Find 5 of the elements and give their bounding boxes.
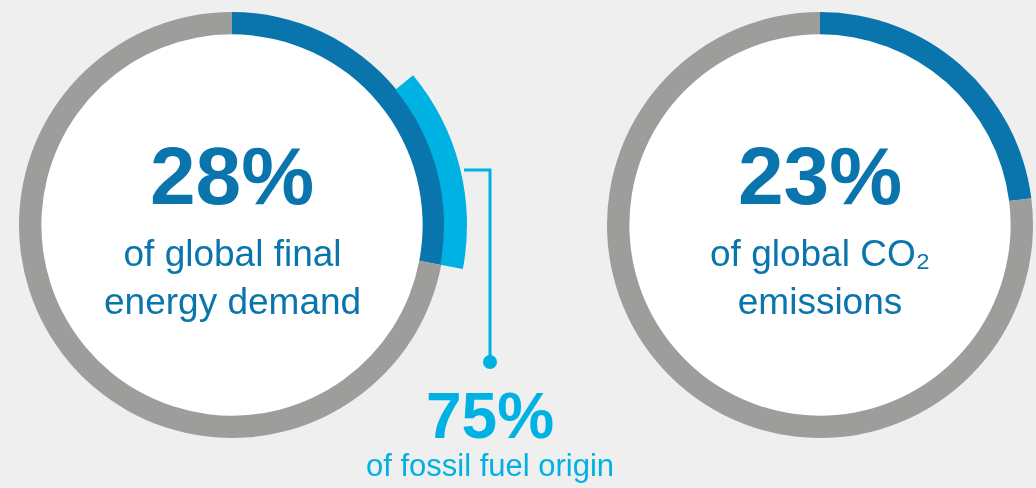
donut-slice: [607, 12, 1033, 438]
text: 28%: [150, 130, 315, 221]
text: of global final energy demand: [104, 233, 362, 323]
text: 23%: [738, 130, 903, 221]
text: of global CO₂ emissions: [710, 233, 931, 323]
